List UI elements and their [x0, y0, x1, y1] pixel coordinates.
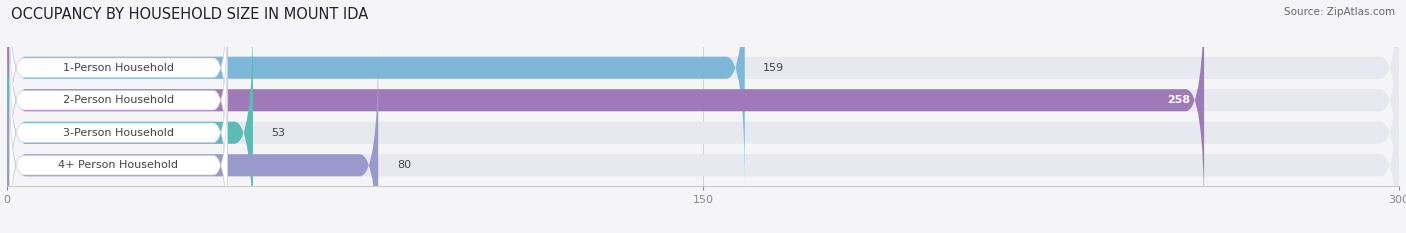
FancyBboxPatch shape: [10, 12, 228, 188]
FancyBboxPatch shape: [10, 0, 228, 155]
Text: 2-Person Household: 2-Person Household: [63, 95, 174, 105]
Text: 4+ Person Household: 4+ Person Household: [59, 160, 179, 170]
Text: 53: 53: [271, 128, 285, 138]
Text: 3-Person Household: 3-Person Household: [63, 128, 174, 138]
Text: 1-Person Household: 1-Person Household: [63, 63, 174, 73]
Text: 80: 80: [396, 160, 411, 170]
FancyBboxPatch shape: [7, 46, 1399, 233]
Text: 258: 258: [1167, 95, 1191, 105]
Text: OCCUPANCY BY HOUSEHOLD SIZE IN MOUNT IDA: OCCUPANCY BY HOUSEHOLD SIZE IN MOUNT IDA: [11, 7, 368, 22]
FancyBboxPatch shape: [7, 0, 745, 187]
FancyBboxPatch shape: [7, 0, 1399, 187]
FancyBboxPatch shape: [7, 46, 378, 233]
FancyBboxPatch shape: [10, 45, 228, 221]
FancyBboxPatch shape: [10, 78, 228, 233]
FancyBboxPatch shape: [7, 14, 1399, 233]
FancyBboxPatch shape: [7, 0, 1204, 219]
Text: Source: ZipAtlas.com: Source: ZipAtlas.com: [1284, 7, 1395, 17]
FancyBboxPatch shape: [7, 0, 1399, 219]
FancyBboxPatch shape: [7, 14, 253, 233]
Text: 159: 159: [763, 63, 785, 73]
